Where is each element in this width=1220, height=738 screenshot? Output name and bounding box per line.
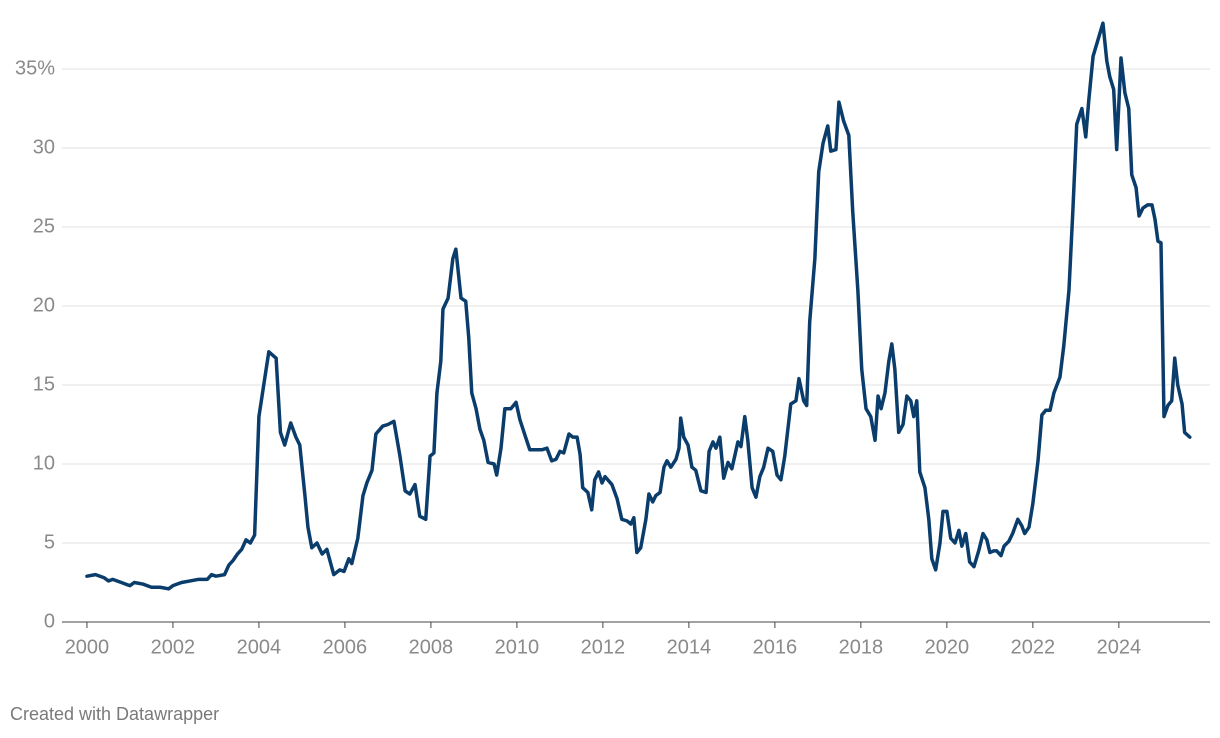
- data-line: [85, 21, 1192, 591]
- x-tick-label: 2016: [753, 636, 798, 658]
- x-tick-label: 2010: [495, 636, 540, 658]
- x-tick-label: 2022: [1011, 636, 1056, 658]
- x-tick-label: 2008: [409, 636, 454, 658]
- y-tick-label: 35%: [15, 57, 55, 79]
- x-tick-label: 2004: [237, 636, 282, 658]
- y-tick-label: 20: [33, 294, 55, 316]
- x-tick-label: 2000: [65, 636, 110, 658]
- y-tick-label: 0: [44, 610, 55, 632]
- x-tick-label: 2020: [925, 636, 970, 658]
- x-tick-label: 2024: [1097, 636, 1142, 658]
- x-tick-label: 2006: [323, 636, 368, 658]
- x-tick-label: 2002: [151, 636, 196, 658]
- credit: Created with Datawrapper: [10, 704, 219, 724]
- y-tick-label: 5: [44, 531, 55, 553]
- y-tick-label: 25: [33, 215, 55, 237]
- y-tick-label: 10: [33, 452, 55, 474]
- x-tick-label: 2014: [667, 636, 712, 658]
- x-tick-label: 2018: [839, 636, 884, 658]
- y-tick-label: 30: [33, 136, 55, 158]
- y-tick-label: 15: [33, 373, 55, 395]
- x-tick-label: 2012: [581, 636, 626, 658]
